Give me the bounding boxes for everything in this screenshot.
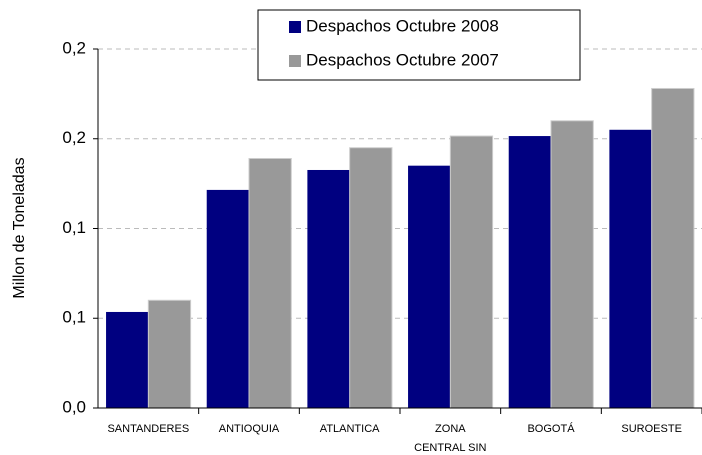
bar: [248, 157, 292, 409]
bar: [550, 120, 594, 409]
bar: [106, 311, 149, 408]
x-tick-label: ATLANTICA: [319, 423, 380, 435]
bar: [651, 87, 695, 409]
bar: [508, 136, 551, 408]
bar: [349, 147, 393, 409]
x-tick-label: ANTIOQUIA: [218, 423, 280, 435]
legend-swatch: [289, 21, 301, 33]
x-tick-label: ZONA CENTRAL SIN BOGOTA: [414, 423, 487, 454]
bar: [206, 189, 249, 408]
y-tick-label: 0,1: [62, 308, 86, 327]
legend-label: Despachos Octubre 2008: [306, 16, 499, 35]
bar: [147, 299, 192, 409]
x-tick-label: BOGOTÁ: [527, 423, 575, 435]
legend-swatch: [289, 55, 301, 67]
legend-box: [257, 9, 581, 81]
bar: [609, 129, 652, 408]
legend-label: Despachos Octubre 2007: [306, 50, 499, 69]
bar: [307, 169, 350, 408]
y-tick-label: 0,1: [62, 218, 86, 237]
bar: [449, 135, 494, 409]
y-axis-label: Millon de Toneladas: [11, 157, 28, 298]
y-tick-label: 0,0: [62, 397, 86, 416]
y-tick-label: 0,2: [62, 38, 86, 57]
y-tick-label: 0,2: [62, 128, 86, 147]
x-tick-label: SUROESTE: [621, 423, 682, 435]
bar: [408, 165, 451, 408]
x-tick-label: SANTANDERES: [107, 423, 190, 435]
